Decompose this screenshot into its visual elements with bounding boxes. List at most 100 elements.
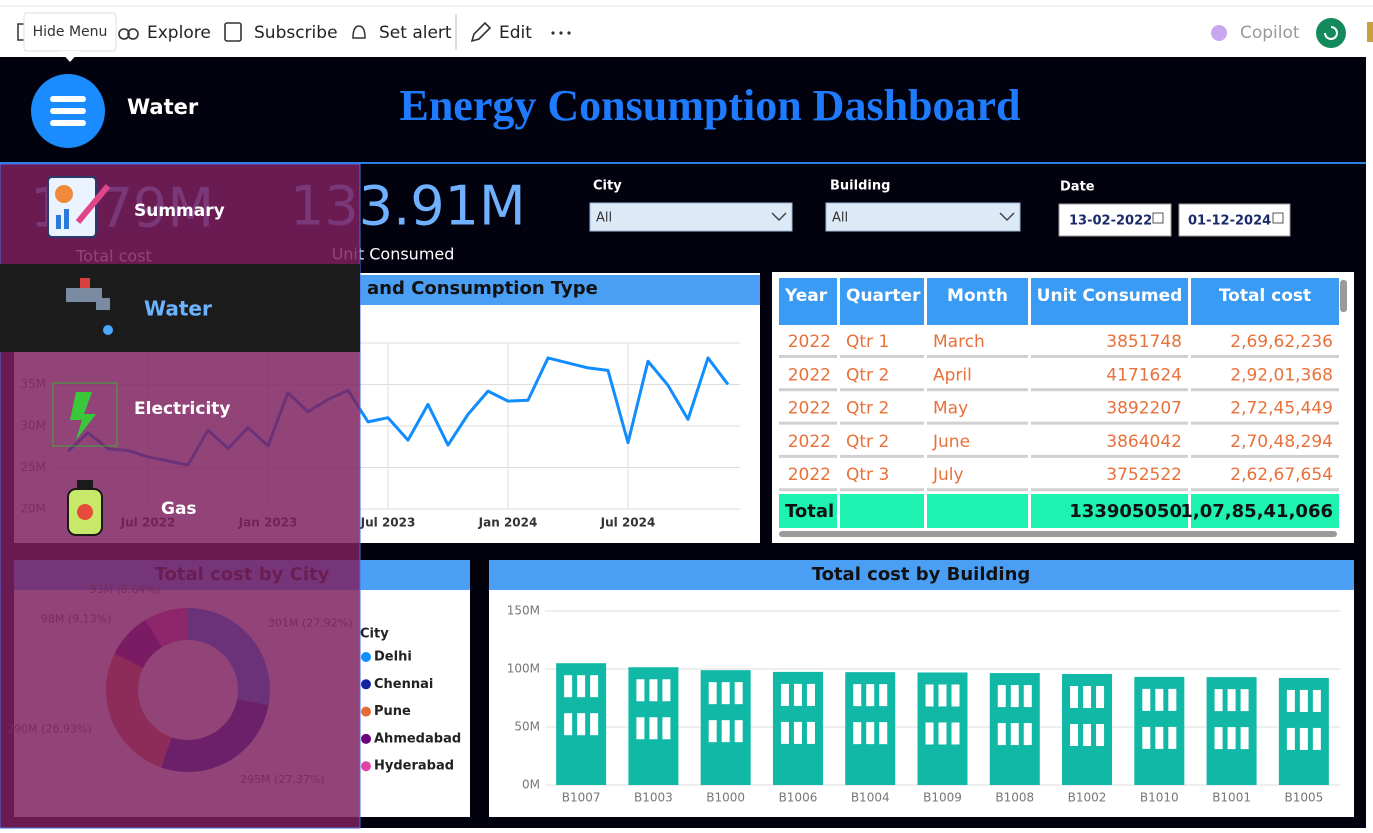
table-cell — [927, 458, 1028, 490]
window — [708, 720, 717, 743]
table-cell — [927, 391, 1028, 423]
menu-item[interactable]: Gas — [67, 480, 197, 536]
legend-label: Chennai — [374, 677, 433, 692]
window — [577, 675, 586, 698]
window — [1227, 727, 1236, 750]
window — [1286, 689, 1295, 712]
date-value: 13-02-2022 — [1069, 214, 1152, 229]
nav-menu: Summary Water Electricity Gas — [0, 163, 361, 829]
table-cell-text: 3851748 — [1106, 332, 1182, 352]
faucet-icon — [80, 278, 90, 288]
faucet-icon — [66, 288, 102, 302]
calendar-icon — [1272, 212, 1284, 224]
gas-icon — [77, 480, 93, 490]
window — [1214, 727, 1223, 750]
subscribe-label: Subscribe — [254, 23, 338, 43]
window — [1299, 689, 1308, 712]
window — [866, 684, 875, 707]
more-button[interactable] — [551, 31, 571, 35]
menu-button[interactable] — [31, 74, 105, 148]
date-value: 01-12-2024 — [1188, 214, 1271, 229]
table-header-cell — [927, 278, 1028, 325]
table-header-cell — [779, 278, 837, 325]
window — [1168, 726, 1177, 749]
y-tick-label: 50M — [514, 720, 540, 734]
table-cell — [1031, 458, 1188, 490]
building-dropdown[interactable]: All — [825, 202, 1021, 232]
window — [1168, 688, 1177, 711]
table-cell-text: Qtr 2 — [846, 365, 889, 385]
date-box — [1058, 203, 1172, 237]
window — [636, 717, 645, 740]
total-cell — [840, 494, 924, 528]
total-value: 133905050 — [1069, 501, 1182, 522]
edge-icon — [1367, 22, 1373, 42]
window — [1083, 685, 1092, 708]
total-cell — [1191, 494, 1339, 528]
menu-item-active[interactable]: Water — [0, 264, 360, 352]
dot — [559, 31, 563, 35]
x-tick-label: B1000 — [706, 791, 745, 805]
table-cell — [1031, 424, 1188, 456]
drop-icon — [103, 325, 113, 335]
date-to[interactable]: 01-12-2024 — [1178, 203, 1291, 237]
table-cell-text: 2022 — [788, 432, 831, 452]
window — [721, 682, 730, 705]
tooltip-text: Hide Menu — [33, 24, 108, 40]
dashboard-title: Energy Consumption Dashboard — [399, 81, 1020, 130]
city-dropdown[interactable]: All — [589, 202, 793, 232]
icon — [352, 25, 366, 39]
x-tick-label: B1005 — [1284, 791, 1323, 805]
v-scrollbar — [1340, 280, 1347, 312]
window — [879, 684, 888, 707]
tooltip: Hide Menu — [23, 12, 117, 62]
edit-button[interactable]: Edit — [470, 21, 532, 43]
x-tick-label: B1004 — [851, 791, 890, 805]
set-alert-button[interactable]: Set alert — [352, 23, 452, 43]
copilot-button[interactable]: Copilot — [1211, 23, 1300, 43]
menu-item[interactable]: Summary — [47, 176, 225, 238]
reset-button[interactable] — [1316, 18, 1346, 48]
tooltip-arrow — [60, 51, 80, 62]
window — [1010, 685, 1019, 708]
window — [1096, 685, 1105, 708]
faucet-icon — [96, 298, 110, 310]
set-alert-label: Set alert — [379, 23, 452, 43]
explore-button[interactable]: Explore — [118, 23, 211, 43]
subscribe-button[interactable]: Subscribe — [224, 22, 338, 43]
dropdown-box — [825, 202, 1021, 232]
window — [649, 717, 658, 740]
window — [1155, 688, 1164, 711]
window — [793, 683, 802, 706]
window — [1070, 723, 1079, 746]
table-cell — [779, 424, 837, 456]
icon — [224, 22, 242, 42]
table-header-cell — [1031, 278, 1188, 325]
h-scrollbar — [779, 531, 1337, 537]
window — [1312, 727, 1321, 750]
table-cell-text: May — [933, 399, 968, 419]
x-tick-label: B1006 — [779, 791, 818, 805]
chart-title: Total cost by Building — [812, 564, 1031, 585]
legend-label: Hyderabad — [374, 759, 454, 774]
legend-title: City — [360, 627, 389, 642]
window — [1083, 723, 1092, 746]
window — [853, 722, 862, 745]
menu-bar — [50, 96, 86, 102]
date-from[interactable]: 13-02-2022 — [1058, 203, 1172, 237]
table-header: Total cost — [1219, 286, 1311, 306]
table-cell — [1031, 391, 1188, 423]
menu-bar — [50, 108, 86, 114]
table-cell-text: 2,72,45,449 — [1230, 399, 1333, 419]
dropdown-value: All — [832, 211, 848, 226]
legend-label: Delhi — [374, 650, 412, 665]
x-tick-label: Jan 2024 — [478, 516, 538, 530]
summary-icon — [55, 185, 73, 203]
table-cell — [1191, 458, 1339, 490]
table-header: Year — [784, 286, 828, 306]
window — [636, 679, 645, 702]
menu-item[interactable]: Electricity — [52, 382, 231, 447]
window — [1214, 689, 1223, 712]
toolbar — [0, 0, 1373, 57]
window — [866, 722, 875, 745]
